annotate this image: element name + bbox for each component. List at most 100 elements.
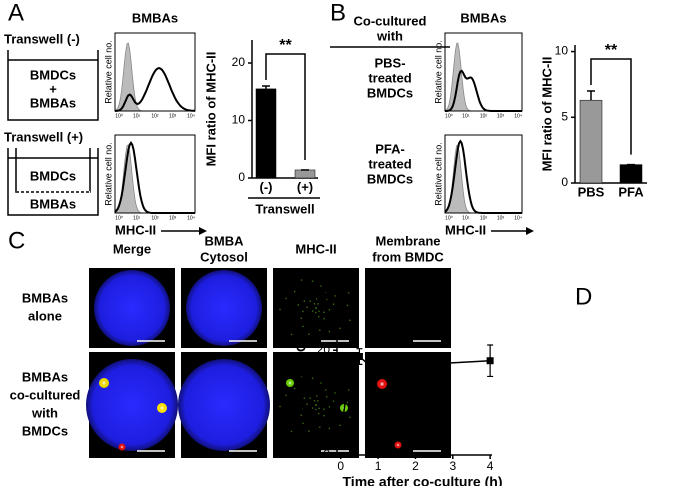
signal-glow (379, 381, 385, 387)
mhc-speckle (328, 427, 331, 430)
mhc-speckle (300, 279, 303, 281)
coculture-condition: BMDCs (367, 171, 413, 186)
mhc-speckle (311, 280, 314, 283)
mhc-speckle (318, 426, 321, 428)
mhc-speckle (293, 387, 296, 390)
column-header: from BMDC (372, 249, 444, 264)
mhc-speckle (325, 299, 328, 301)
signal-glow (159, 405, 165, 411)
mhc-speckle (317, 412, 320, 415)
mhc-speckle (339, 424, 341, 427)
mhc-speckle (313, 302, 316, 305)
histogram-tick-label: 10¹ (133, 113, 141, 119)
histogram-xlabel: MHC-II (115, 222, 156, 237)
bar (294, 169, 316, 179)
y-tick-label: 10 (232, 113, 246, 127)
mhc-speckle (314, 311, 317, 314)
histogram-ylabel: Relative cell no. (103, 40, 113, 104)
micrograph (365, 352, 451, 458)
mhc-speckle (303, 300, 306, 303)
cell-cytosol (178, 359, 270, 451)
coculture-condition: PFA- (375, 141, 405, 156)
row-label: with (31, 405, 58, 420)
mhc-speckle (306, 403, 308, 405)
mhc-speckle (318, 407, 320, 410)
mhc-speckle (346, 304, 349, 307)
well-content: BMDCs (30, 168, 76, 183)
mhc-speckle (332, 400, 335, 402)
histogram-xlabel: MHC-II (445, 222, 486, 237)
mhc-speckle (325, 396, 328, 398)
significance-label: ** (279, 37, 292, 54)
x-tick-label: 2 (412, 459, 419, 473)
mhc-speckle (293, 290, 296, 293)
mhc-speckle (300, 317, 303, 320)
bar (579, 99, 603, 184)
histogram-tick-label: 10⁴ (187, 215, 195, 221)
mhc-speckle (279, 405, 281, 408)
significance-label: ** (605, 42, 618, 59)
y-tick-label: 5 (561, 109, 568, 123)
mhc-speckle (320, 382, 322, 384)
mhc-speckle (308, 430, 310, 432)
data-point (355, 353, 363, 361)
signal-glow (396, 443, 400, 447)
mhc-speckle (324, 292, 327, 294)
mhc-speckle (315, 298, 318, 300)
histogram-ylabel: Relative cell no. (103, 142, 113, 206)
histogram-tick-label: 10³ (169, 215, 177, 221)
mhc-speckle (315, 395, 318, 397)
histogram-tick-label: 10⁰ (445, 215, 453, 221)
histogram-title: BMBAs (132, 10, 178, 25)
mhc-speckle (328, 406, 331, 408)
well-content: BMDCs (30, 67, 76, 82)
isotype-histogram (114, 42, 195, 112)
mhc-speckle (347, 292, 350, 294)
histogram-tick-label: 10⁴ (514, 215, 522, 221)
bar (619, 164, 643, 184)
x-tick-label: (-) (260, 179, 273, 194)
mhc-speckle (332, 303, 335, 305)
data-line (339, 355, 491, 437)
mhc-speckle (279, 308, 281, 311)
coculture-label: Co-cultured (354, 13, 427, 28)
mhc-speckle (297, 304, 300, 306)
signal-glow (101, 380, 107, 386)
column-header: BMBA (205, 233, 245, 248)
histogram-frame (444, 32, 523, 112)
y-axis-label: MFI of MHC-II (293, 331, 308, 414)
x-tick-label: (+) (297, 179, 313, 194)
y-tick-label: 10 (555, 44, 569, 58)
histogram-tick-label: 10² (480, 113, 488, 119)
mhc-speckle (311, 377, 314, 380)
y-tick-label: 20 (232, 55, 246, 69)
mhc-speckle (302, 422, 304, 425)
mhc-speckle (334, 295, 336, 297)
axis-arrow-head (526, 227, 534, 235)
mhc-speckle (315, 404, 317, 406)
histogram-tick-label: 10⁰ (115, 113, 123, 119)
mhc-speckle (309, 397, 312, 399)
y-axis-label: MFI ratio of MHC-II (539, 57, 554, 172)
mhc-speckle (323, 311, 325, 313)
mhc-speckle (313, 399, 316, 402)
significance-bracket (590, 58, 632, 155)
mhc-speckle (317, 303, 319, 305)
mhc-speckle (302, 310, 304, 313)
mhc-speckle (300, 376, 303, 378)
x-tick-label: PBS (578, 184, 605, 199)
mhc-speckle (302, 407, 304, 410)
mhc-speckle (328, 330, 331, 333)
transwell-label: Transwell (+) (4, 129, 83, 144)
well-content: BMBAs (30, 95, 76, 110)
y-axis-label: MFI ratio of MHC-II (203, 52, 218, 167)
y-tick-label: 0 (561, 175, 568, 189)
isotype-histogram (444, 42, 522, 112)
mhc-speckle (311, 407, 314, 409)
coculture-condition: BMDCs (367, 85, 413, 100)
mhc-speckle (297, 401, 300, 403)
column-header: Membrane (375, 233, 440, 248)
mhc-speckle (339, 327, 341, 330)
bar (255, 88, 277, 179)
y-tick-label: 0 (323, 447, 330, 461)
